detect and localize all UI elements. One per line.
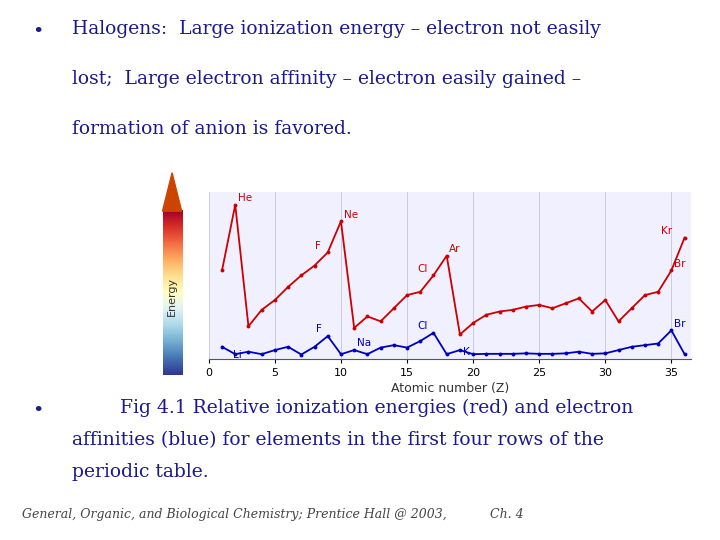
Text: lost;  Large electron affinity – electron easily gained –: lost; Large electron affinity – electron… <box>72 70 581 88</box>
Text: General, Organic, and Biological Chemistry; Prentice Hall @ 2003,: General, Organic, and Biological Chemist… <box>22 508 446 521</box>
X-axis label: Atomic number (Z): Atomic number (Z) <box>391 382 509 395</box>
Text: Ar: Ar <box>449 244 461 254</box>
Text: periodic table.: periodic table. <box>72 463 209 481</box>
Text: Energy: Energy <box>167 277 177 316</box>
Text: Cl: Cl <box>418 321 428 331</box>
Text: Halogens:  Large ionization energy – electron not easily: Halogens: Large ionization energy – elec… <box>72 20 601 38</box>
Text: •: • <box>32 23 44 41</box>
Text: Cl: Cl <box>418 264 428 274</box>
Text: F: F <box>316 325 322 334</box>
Text: Br: Br <box>674 319 685 329</box>
Text: Fig 4.1 Relative ionization energies (red) and electron: Fig 4.1 Relative ionization energies (re… <box>72 399 634 417</box>
Text: affinities (blue) for elements in the first four rows of the: affinities (blue) for elements in the fi… <box>72 431 604 449</box>
Text: •: • <box>32 402 44 420</box>
Text: He: He <box>238 193 252 203</box>
Text: Ne: Ne <box>343 210 358 220</box>
Text: Na: Na <box>357 339 371 348</box>
Text: Li: Li <box>233 350 241 360</box>
Text: Br: Br <box>674 259 685 269</box>
Text: K: K <box>462 347 469 356</box>
Text: formation of anion is favored.: formation of anion is favored. <box>72 120 352 138</box>
Polygon shape <box>163 173 181 211</box>
Text: Ch. 4: Ch. 4 <box>490 508 523 521</box>
Text: F: F <box>315 241 320 251</box>
Text: Kr: Kr <box>661 226 672 236</box>
